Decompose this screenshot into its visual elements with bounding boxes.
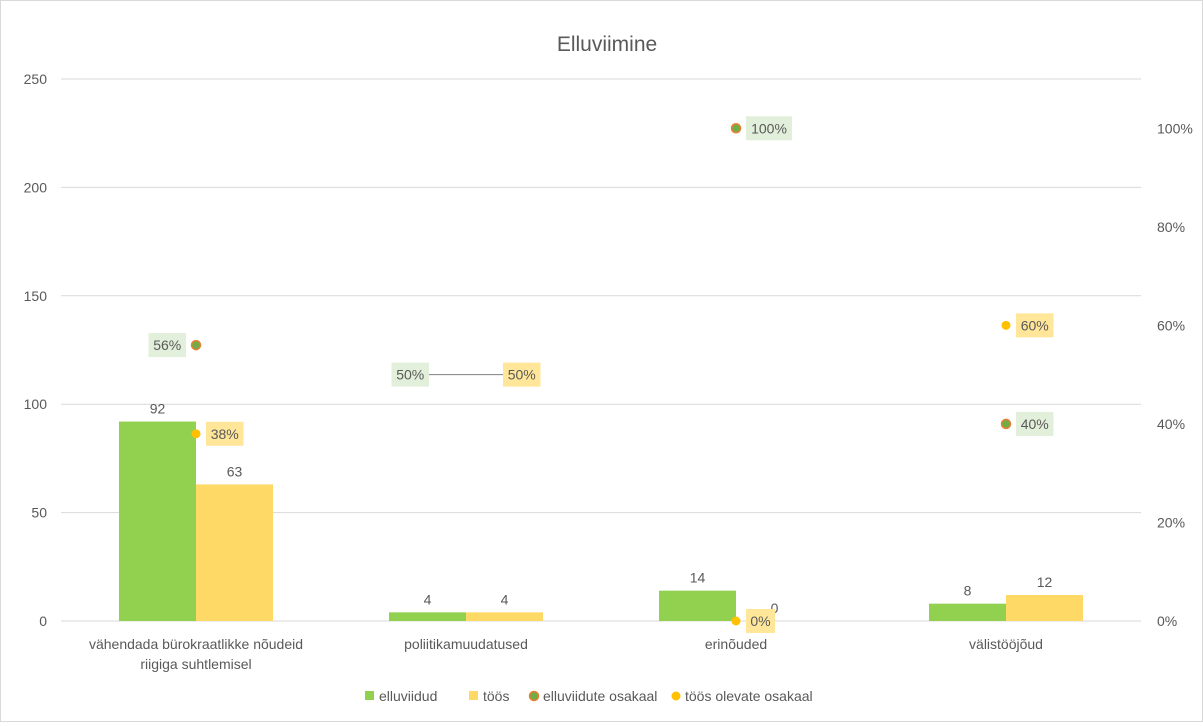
- right-axis-tick-label: 0%: [1157, 613, 1177, 629]
- point-elluviidute-osakaal: [1000, 418, 1012, 430]
- point-data-label: 100%: [751, 120, 787, 136]
- legend-marker: [671, 691, 681, 701]
- legend-label: töös olevate osakaal: [685, 688, 813, 704]
- bar-töös: [1006, 594, 1083, 621]
- bar-töös: [466, 612, 543, 621]
- bar-elluviidud: [119, 421, 196, 621]
- point-elluviidute-osakaal: [190, 339, 202, 351]
- left-axis-tick-label: 200: [24, 179, 48, 195]
- point-data-label: 60%: [1021, 317, 1049, 333]
- point-label-box: [746, 609, 775, 633]
- category-label: vähendada bürokraatlikke nõudeid: [89, 636, 303, 652]
- point-data-label: 38%: [211, 426, 239, 442]
- point-label-box: [1016, 313, 1054, 338]
- category-label: poliitikamuudatused: [404, 636, 528, 652]
- point-töös-olevate-osakaal: [191, 429, 201, 439]
- legend-label: elluviidud: [379, 688, 437, 704]
- bar-data-label: 63: [227, 463, 243, 479]
- point-label-box: [503, 362, 541, 387]
- point-label-box: [391, 362, 429, 387]
- point-data-label: 50%: [508, 367, 536, 383]
- legend-label: töös: [483, 688, 509, 704]
- point-töös-olevate-osakaal: [731, 616, 741, 626]
- point-data-label: 56%: [153, 337, 181, 353]
- bar-data-label: 4: [501, 591, 509, 607]
- bar-data-label: 12: [1037, 574, 1053, 590]
- point-töös-olevate-osakaal: [1001, 320, 1011, 330]
- point-data-label: 50%: [396, 367, 424, 383]
- point-label-box: [206, 421, 244, 446]
- legend-swatch: [365, 691, 374, 700]
- bar-data-label: 0: [771, 600, 779, 616]
- point-label-box: [1016, 411, 1054, 436]
- category-label: erinõuded: [705, 636, 767, 652]
- point-data-label: 0%: [750, 613, 770, 629]
- left-axis-tick-label: 250: [24, 71, 48, 87]
- chart-title: Elluviimine: [557, 33, 657, 56]
- bar-data-label: 4: [424, 591, 432, 607]
- bar-elluviidud: [929, 603, 1006, 621]
- right-axis-tick-label: 100%: [1157, 120, 1193, 136]
- category-label: riigiga suhtlemisel: [140, 656, 251, 672]
- legend-swatch: [469, 691, 478, 700]
- right-axis-tick-label: 60%: [1157, 317, 1185, 333]
- bar-data-label: 14: [690, 570, 706, 586]
- category-label: välistööjõud: [969, 636, 1043, 652]
- bar-data-label: 8: [964, 583, 972, 599]
- point-data-label: 40%: [1021, 416, 1049, 432]
- point-label-box: [148, 333, 186, 358]
- bar-elluviidud: [389, 612, 466, 621]
- point-elluviidute-osakaal: [730, 123, 742, 134]
- left-axis-tick-label: 50: [31, 505, 47, 521]
- right-axis-tick-label: 80%: [1157, 219, 1185, 235]
- bar-töös: [196, 484, 273, 621]
- left-axis-tick-label: 0: [39, 613, 47, 629]
- point-label-box: [746, 116, 792, 141]
- bar-elluviidud: [659, 590, 736, 621]
- right-axis-tick-label: 20%: [1157, 514, 1185, 530]
- left-axis-tick-label: 150: [24, 288, 48, 304]
- legend-label: elluviidute osakaal: [543, 688, 657, 704]
- bar-data-label: 92: [150, 401, 166, 417]
- right-axis-tick-label: 40%: [1157, 416, 1185, 432]
- legend-marker: [528, 690, 540, 702]
- left-axis-tick-label: 100: [24, 396, 48, 412]
